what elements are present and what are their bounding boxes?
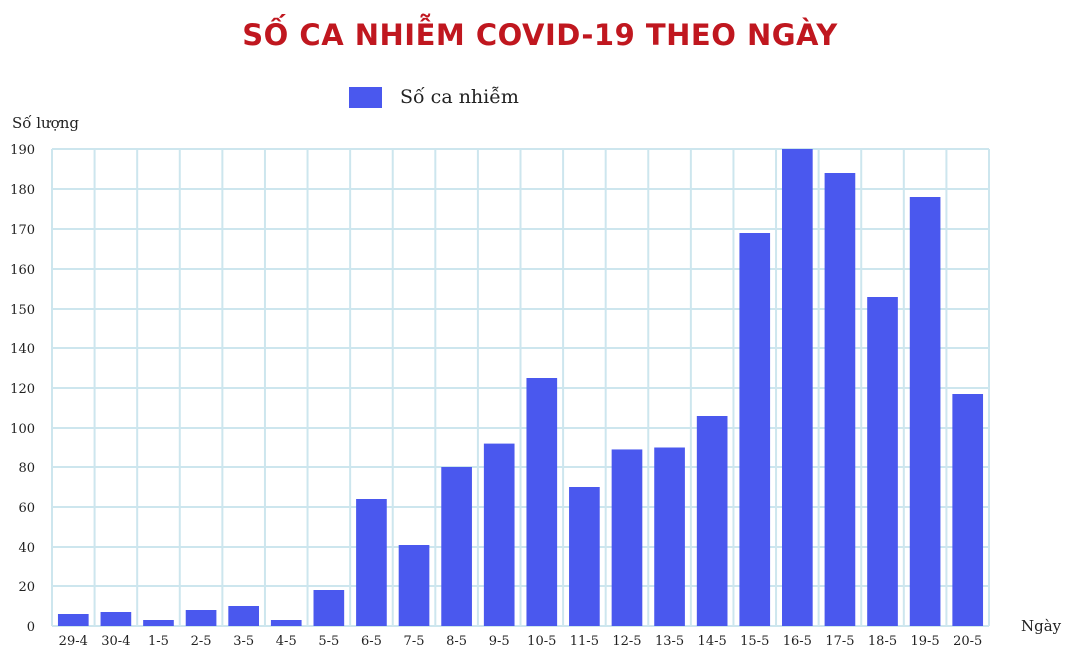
x-tick-label: 14-5 bbox=[698, 634, 727, 649]
y-tick-label: 150 bbox=[10, 303, 35, 318]
x-tick-label: 17-5 bbox=[825, 634, 854, 649]
bar bbox=[270, 620, 302, 626]
y-tick-label: 180 bbox=[10, 183, 35, 198]
y-tick-label: 40 bbox=[18, 541, 35, 556]
x-tick-label: 6-5 bbox=[361, 634, 382, 649]
y-tick-label: 80 bbox=[18, 461, 35, 476]
y-axis-label: Số lượng bbox=[12, 114, 79, 132]
x-tick-label: 20-5 bbox=[953, 634, 982, 649]
x-tick-label: 16-5 bbox=[783, 634, 812, 649]
y-tick-label: 170 bbox=[10, 223, 35, 238]
y-tick-label: 0 bbox=[27, 620, 35, 635]
x-tick-labels: 29-4 30-4 1-5 2-5 3-5 4-5 5-5 6-5 7-5 8-5 9-5 10-5 1… bbox=[59, 634, 983, 649]
bar bbox=[313, 590, 345, 626]
bar bbox=[654, 447, 685, 626]
x-tick-label: 8-5 bbox=[446, 634, 467, 649]
x-tick-label: 1-5 bbox=[148, 634, 169, 649]
bar bbox=[739, 233, 771, 626]
bar bbox=[356, 499, 387, 626]
bar bbox=[185, 610, 217, 626]
bar bbox=[782, 149, 813, 626]
bar bbox=[441, 467, 472, 626]
x-tick-label: 30-4 bbox=[101, 634, 130, 649]
x-tick-label: 18-5 bbox=[868, 634, 897, 649]
x-tick-label: 4-5 bbox=[276, 634, 297, 649]
bar bbox=[228, 606, 259, 626]
x-tick-label: 29-4 bbox=[59, 634, 88, 649]
y-tick-label: 140 bbox=[10, 342, 35, 357]
x-tick-label: 19-5 bbox=[911, 634, 940, 649]
x-tick-label: 15-5 bbox=[740, 634, 769, 649]
y-tick-labels: 0 20 40 60 80 100 120 140 150 160 170 180 190 bbox=[10, 143, 35, 635]
legend-label: Số ca nhiễm bbox=[400, 86, 519, 108]
bar bbox=[569, 487, 600, 626]
bar bbox=[57, 614, 89, 626]
bar bbox=[611, 449, 643, 626]
x-tick-label: 10-5 bbox=[527, 634, 556, 649]
x-tick-label: 7-5 bbox=[404, 634, 425, 649]
chart-title: SỐ CA NHIỄM COVID-19 THEO NGÀY bbox=[242, 18, 838, 52]
bar bbox=[952, 394, 984, 626]
bar bbox=[824, 173, 856, 626]
legend-swatch bbox=[349, 86, 382, 108]
x-tick-label: 2-5 bbox=[191, 634, 212, 649]
bar bbox=[483, 443, 515, 626]
bar bbox=[143, 620, 174, 626]
x-tick-label: 5-5 bbox=[318, 634, 339, 649]
bar bbox=[526, 378, 558, 626]
y-tick-label: 60 bbox=[18, 501, 35, 516]
y-tick-label: 100 bbox=[10, 422, 35, 437]
y-tick-label: 190 bbox=[10, 143, 35, 158]
y-tick-label: 20 bbox=[18, 580, 35, 595]
x-tick-label: 9-5 bbox=[489, 634, 510, 649]
y-tick-label: 120 bbox=[10, 382, 35, 397]
bar bbox=[867, 297, 898, 626]
bar bbox=[100, 612, 132, 626]
chart-legend: Số ca nhiễm bbox=[349, 86, 519, 108]
x-tick-label: 3-5 bbox=[233, 634, 254, 649]
x-tick-label: 12-5 bbox=[612, 634, 641, 649]
x-tick-label: 11-5 bbox=[570, 634, 599, 649]
x-axis-label: Ngày bbox=[1021, 617, 1062, 635]
bar bbox=[398, 545, 430, 626]
bars-layer bbox=[57, 149, 984, 626]
bar bbox=[909, 197, 941, 626]
y-tick-label: 160 bbox=[10, 263, 35, 278]
x-tick-label: 13-5 bbox=[655, 634, 684, 649]
bar bbox=[696, 416, 728, 626]
